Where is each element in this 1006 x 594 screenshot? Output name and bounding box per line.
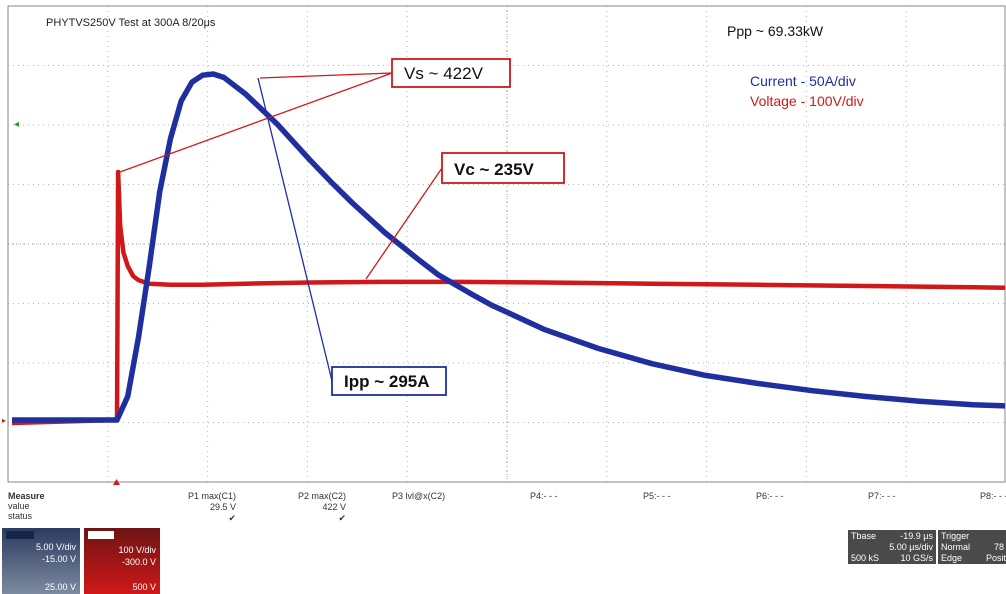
annotations: Vs ~ 422V Vc ~ 235V Ipp ~ 295A	[119, 58, 565, 396]
annotation-box	[391, 58, 511, 88]
measure-param[interactable]: P7:- - -	[868, 491, 930, 502]
c1-bottom: 25.00 V	[44, 582, 76, 592]
measurement-bar: Measure value status P1 max(C1) 29.5 V ✔ P2…	[0, 488, 1006, 528]
trigger-type: Edge	[941, 553, 963, 563]
annotation-leader	[365, 167, 443, 280]
oscilloscope-display: Vs ~ 422V Vc ~ 235V Ipp ~ 295A PHYTVS250V …	[2, 5, 1006, 485]
timebase-delay: -19.9 μs	[900, 531, 933, 541]
annotation-box	[331, 366, 447, 396]
traces	[11, 71, 1006, 426]
measure-param-name: P6:- - -	[756, 491, 784, 501]
trigger-level: 78	[993, 542, 1004, 552]
voltage-trace	[11, 169, 1006, 426]
measure-param-name: P3 lvl@x(C2)	[392, 491, 446, 501]
measure-param-value: 422 V	[322, 502, 346, 512]
measure-param[interactable]: P3 lvl@x(C2)	[392, 491, 454, 502]
measure-param-name: P2 max(C2)	[297, 491, 346, 501]
measure-title: Measure	[8, 491, 45, 501]
annotation-leader	[257, 77, 333, 382]
trigger-marker	[113, 479, 120, 485]
annotation-leader	[119, 72, 393, 173]
timebase-scale: 5.00 μs/div	[889, 542, 933, 552]
c1-tab	[6, 531, 34, 539]
c2-offset: -300.0 V	[121, 557, 156, 567]
ground-marker-left: ▸	[2, 416, 6, 425]
channel-c1-box[interactable]: 5.00 V/div -15.00 V 25.00 V	[2, 528, 80, 594]
measure-param[interactable]: P8:- - -	[980, 491, 1006, 502]
measure-status-label: status	[8, 511, 33, 521]
current-trace	[12, 71, 1006, 423]
trigger-mode: Normal	[941, 542, 971, 552]
measure-param-name: P7:- - -	[868, 491, 896, 501]
c1-offset: -15.00 V	[41, 554, 76, 564]
c2-tab	[88, 531, 114, 539]
annotation-label: Vc ~ 235V	[454, 160, 535, 179]
trigger-slope: Posit	[985, 553, 1006, 563]
c2-scale: 100 V/div	[118, 545, 156, 555]
measure-param-name: P8:- - -	[980, 491, 1006, 501]
timebase-samples: 500 kS	[851, 553, 880, 563]
measure-param-name: P4:- - -	[530, 491, 558, 501]
measure-param[interactable]: P5:- - -	[643, 491, 705, 502]
chart-title: PHYTVS250V Test at 300A 8/20μs	[46, 17, 216, 29]
c2-bottom: 500 V	[132, 582, 156, 592]
measure-param-status: ✔	[338, 513, 346, 523]
annotation-label: Ipp ~ 295A	[344, 372, 430, 391]
timebase-label: Tbase	[851, 531, 877, 541]
measure-param[interactable]: P6:- - -	[756, 491, 818, 502]
c1-scale: 5.00 V/div	[35, 542, 76, 552]
measure-param-value: 29.5 V	[209, 502, 236, 512]
measure-header: Measure value status	[8, 490, 45, 522]
measure-param-status: ✔	[228, 513, 236, 523]
measure-value-label: value	[8, 501, 30, 511]
legend-voltage: Voltage - 100V/div	[750, 93, 864, 109]
trigger-box[interactable]: Trigger Normal 78 Edge Posit	[938, 530, 1006, 564]
graticule-border	[7, 5, 1006, 483]
annotation-leader	[259, 72, 393, 79]
timebase-rate: 10 GS/s	[900, 553, 933, 563]
measure-param-name: P5:- - -	[643, 491, 671, 501]
measure-param-name: P1 max(C1)	[187, 491, 236, 501]
power-label: Ppp ~ 69.33kW	[727, 23, 824, 39]
trigger-label: Trigger	[941, 531, 970, 541]
timebase-box[interactable]: Tbase -19.9 μs 5.00 μs/div 500 kS 10 GS/…	[848, 530, 936, 564]
graticule	[7, 5, 1006, 483]
annotation-box	[441, 152, 565, 184]
measure-param[interactable]: P1 max(C1) 29.5 V ✔	[174, 491, 236, 524]
annotation-label: Vs ~ 422V	[404, 64, 484, 83]
measure-param[interactable]: P2 max(C2) 422 V ✔	[284, 491, 346, 524]
channel-c2-box[interactable]: 100 V/div -300.0 V 500 V	[84, 528, 160, 594]
legend-current: Current - 50A/div	[750, 73, 856, 89]
measure-param[interactable]: P4:- - -	[530, 491, 592, 502]
channel-marker-left: ◂	[14, 119, 19, 130]
